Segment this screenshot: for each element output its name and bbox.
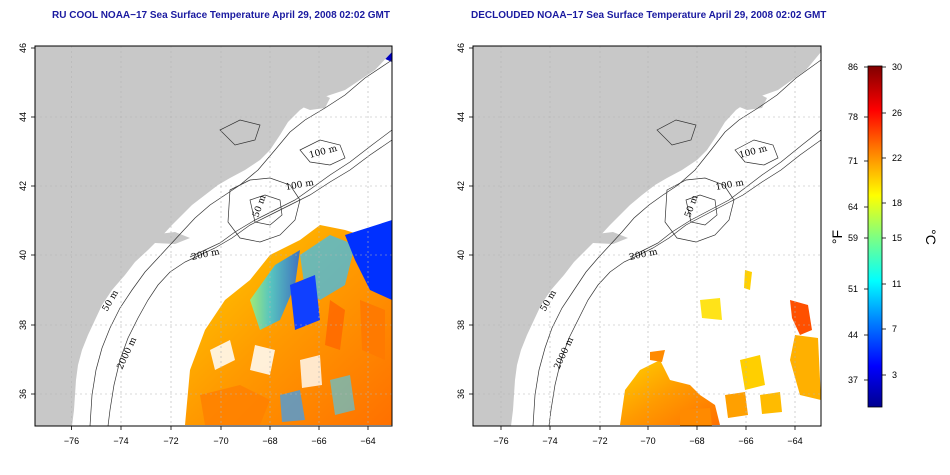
right-lon-tick: −70 <box>640 436 655 446</box>
right-lat-tick: 36 <box>456 389 466 399</box>
right-map-panel: 100 m 100 m 50 m 200 m 50 m 2000 m −76 −… <box>456 43 822 446</box>
left-lon-tick: −68 <box>262 436 277 446</box>
left-lat-tick: 44 <box>18 112 28 122</box>
left-lat-tick: 40 <box>18 250 28 260</box>
right-map-frame <box>472 45 822 427</box>
temperature-colorbar: 86 78 71 64 59 51 44 37 30 26 22 18 15 1… <box>829 62 939 408</box>
right-lon-tick: −68 <box>689 436 704 446</box>
left-lon-tick: −66 <box>311 436 326 446</box>
right-lat-tick: 40 <box>456 250 466 260</box>
right-lon-tick: −66 <box>738 436 753 446</box>
right-lon-tick: −74 <box>542 436 557 446</box>
left-lat-tick: 36 <box>18 389 28 399</box>
right-land-mass <box>473 46 821 426</box>
left-lon-tick: −74 <box>113 436 128 446</box>
colorbar-c-tick: 3 <box>892 370 897 380</box>
left-grid <box>35 46 392 426</box>
left-lon-tick: −64 <box>360 436 375 446</box>
colorbar-c-tick: 22 <box>892 153 902 163</box>
colorbar-c-tick: 30 <box>892 62 902 72</box>
right-lat-tick: 38 <box>456 320 466 330</box>
left-land-mass <box>35 46 392 426</box>
left-map-panel: 100 m 100 m 50 m 200 m 50 m 2000 m −76 −… <box>18 43 393 446</box>
celsius-unit-label: °C <box>923 229 939 245</box>
colorbar-c-tick: 18 <box>892 198 902 208</box>
colorbar-c-tick: 7 <box>892 324 897 334</box>
colorbar-f-tick: 37 <box>848 375 858 385</box>
right-lat-tick: 44 <box>456 112 466 122</box>
colorbar-c-tick: 26 <box>892 108 902 118</box>
right-lon-tick: −64 <box>787 436 802 446</box>
left-lat-tick: 42 <box>18 181 28 191</box>
right-grid <box>473 46 821 426</box>
left-map-title: RU COOL NOAA−17 Sea Surface Temperature … <box>52 10 390 21</box>
right-sst-imagery <box>620 270 821 426</box>
left-map-frame <box>34 45 393 427</box>
colorbar-f-tick: 44 <box>848 330 858 340</box>
colorbar-f-tick: 71 <box>848 156 858 166</box>
colorbar-f-tick: 86 <box>848 62 858 72</box>
right-lon-tick: −76 <box>493 436 508 446</box>
colorbar-c-tick: 15 <box>892 233 902 243</box>
left-lat-tick: 38 <box>18 320 28 330</box>
right-lon-tick: −72 <box>592 436 607 446</box>
right-lat-tick: 46 <box>456 43 466 53</box>
left-sst-imagery <box>185 46 392 425</box>
left-lon-tick: −72 <box>163 436 178 446</box>
colorbar-f-tick: 78 <box>848 112 858 122</box>
colorbar-f-tick: 64 <box>848 202 858 212</box>
right-lat-tick: 42 <box>456 181 466 191</box>
left-contour-label: 100 m <box>285 178 315 193</box>
colorbar-f-tick: 59 <box>848 233 858 243</box>
colorbar-gradient <box>867 65 883 408</box>
colorbar-c-tick: 11 <box>892 279 901 289</box>
right-map-title: DECLOUDED NOAA−17 Sea Surface Temperatur… <box>471 10 827 21</box>
left-lon-tick: −76 <box>64 436 79 446</box>
fahrenheit-unit-label: °F <box>829 230 845 244</box>
left-lon-tick: −70 <box>213 436 228 446</box>
right-contour-label: 100 m <box>715 178 745 193</box>
colorbar-f-tick: 51 <box>848 284 858 294</box>
left-lat-tick: 46 <box>18 43 28 53</box>
